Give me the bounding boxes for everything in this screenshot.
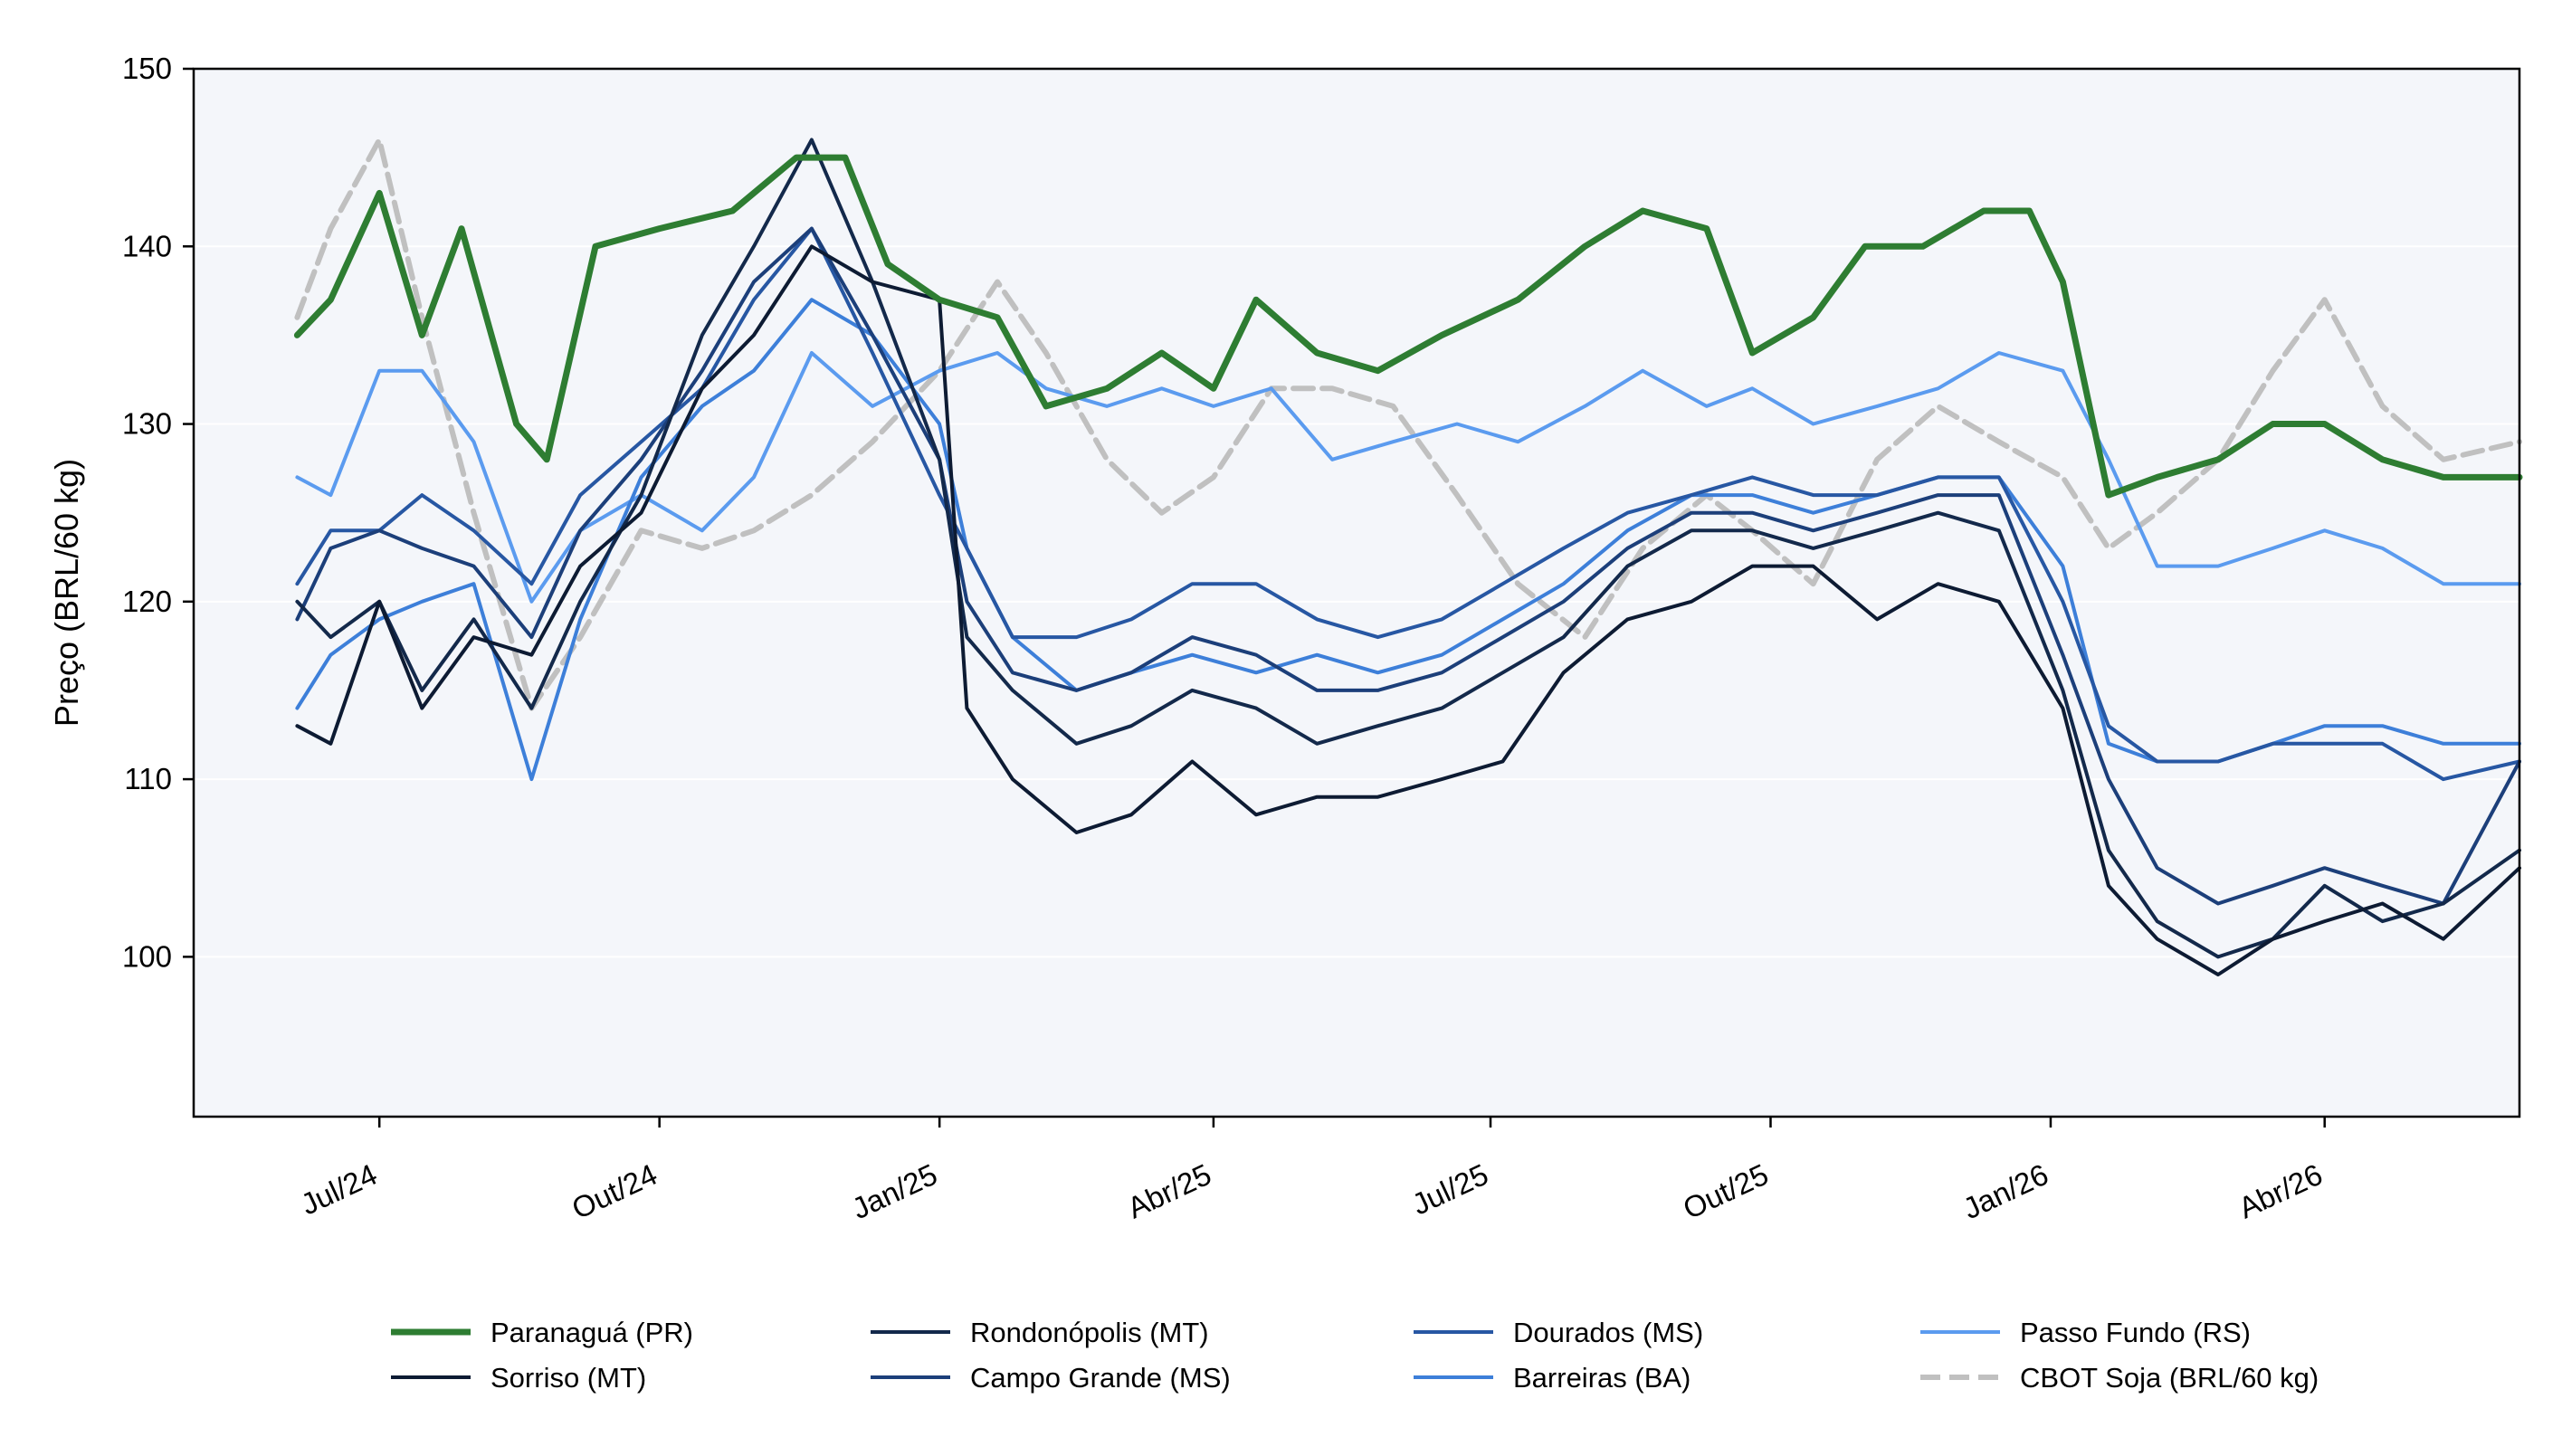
y-axis: 100 110 120 130 140 150	[122, 52, 194, 973]
legend-label: Sorriso (MT)	[490, 1362, 646, 1394]
legend-label: Dourados (MS)	[1513, 1317, 1703, 1348]
legend-label: Paranaguá (PR)	[490, 1317, 693, 1348]
legend-label: Passo Fundo (RS)	[2020, 1317, 2251, 1348]
legend: Paranaguá (PR) Sorriso (MT) Rondonópolis (…	[391, 1317, 2319, 1394]
y-tick-label: 150	[122, 52, 172, 85]
x-tick-label: Abr/25	[1122, 1157, 1216, 1225]
series-line-4	[295, 226, 2521, 782]
series-line-3	[295, 226, 2521, 906]
legend-label: Barreiras (BA)	[1513, 1362, 1691, 1394]
legend-label: Campo Grande (MS)	[970, 1362, 1231, 1394]
series-line-7	[294, 137, 2522, 711]
plot-area	[194, 69, 2519, 1117]
x-axis: Jul/24 Out/24 Jan/25 Abr/25 Jul/25 Out/25 Jan/…	[296, 1117, 2328, 1225]
x-tick-label: Jan/25	[847, 1157, 942, 1225]
x-tick-label: Jul/25	[1407, 1157, 1493, 1222]
series-line-1	[295, 244, 2521, 976]
y-axis-label: Preço (BRL/60 kg)	[48, 459, 85, 727]
x-tick-label: Jul/24	[296, 1157, 382, 1222]
x-tick-label: Out/24	[567, 1157, 662, 1225]
series-line-6	[295, 351, 2521, 604]
legend-label: CBOT Soja (BRL/60 kg)	[2020, 1362, 2319, 1394]
series-line-2	[295, 138, 2521, 959]
series-line-0	[293, 154, 2523, 499]
x-tick-label: Out/25	[1678, 1157, 1773, 1225]
y-tick-label: 140	[122, 229, 172, 262]
legend-label: Rondonópolis (MT)	[970, 1317, 1209, 1348]
y-tick-label: 120	[122, 585, 172, 618]
x-tick-label: Jan/26	[1957, 1157, 2052, 1225]
y-tick-label: 100	[122, 939, 172, 973]
x-tick-label: Abr/26	[2233, 1157, 2328, 1225]
series-lines	[293, 137, 2523, 976]
y-tick-label: 130	[122, 407, 172, 441]
plot-frame	[192, 67, 2521, 1118]
y-tick-label: 110	[124, 762, 172, 795]
